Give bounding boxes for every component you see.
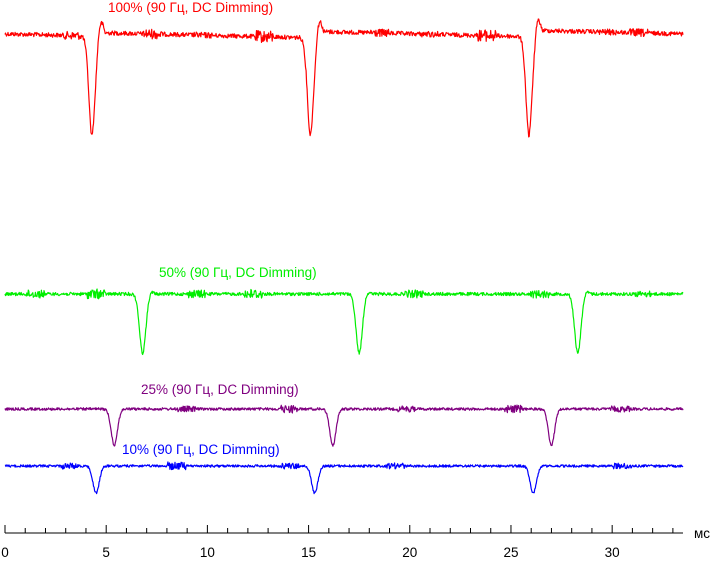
series-label-3: 25% (90 Гц, DC Dimming) <box>141 382 299 397</box>
x-tick-label: 0 <box>1 545 9 560</box>
series-line-4 <box>4 461 684 495</box>
series-line-1 <box>4 18 684 138</box>
x-tick-label: 10 <box>200 545 215 560</box>
series-labels: 100% (90 Гц, DC Dimming) 50% (90 Гц, DC D… <box>108 0 317 457</box>
x-tick-label: 15 <box>301 545 316 560</box>
series-line-3 <box>4 404 684 447</box>
series-label-4: 10% (90 Гц, DC Dimming) <box>122 442 280 457</box>
series-traces <box>4 18 684 495</box>
x-axis: 0 5 10 15 20 25 30 мс <box>1 525 710 560</box>
series-line-2 <box>4 288 684 356</box>
series-label-2: 50% (90 Гц, DC Dimming) <box>159 265 317 280</box>
series-label-1: 100% (90 Гц, DC Dimming) <box>108 0 273 15</box>
x-tick-label: 20 <box>402 545 417 560</box>
x-tick-label: 5 <box>102 545 110 560</box>
x-tick-label: 25 <box>503 545 518 560</box>
x-tick-label: 30 <box>605 545 620 560</box>
x-axis-unit-label: мс <box>694 526 710 541</box>
